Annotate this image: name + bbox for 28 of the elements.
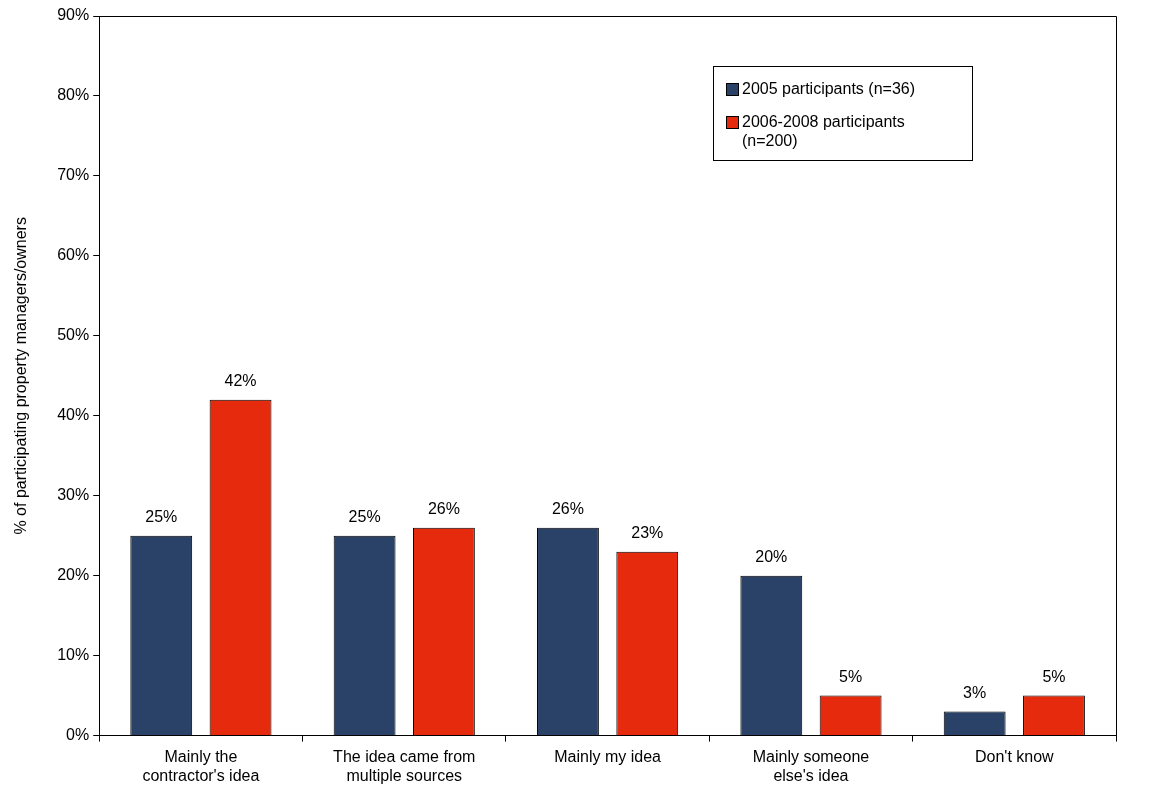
y-tick-label: 50% [57,326,90,344]
x-tick-label: The idea came from multiple sources [333,747,476,784]
data-label: 23% [631,524,664,542]
y-tick-label: 20% [57,566,90,584]
y-tick-label: 80% [57,86,90,104]
data-label: 5% [1042,668,1066,686]
x-tick-label: Mainly someone else's idea [752,747,870,784]
legend-label: 2005 participants (n=36) [742,79,915,98]
y-axis-title: % of participating property managers/owners [12,217,30,535]
y-tick-label: 40% [57,406,90,424]
y-tick-label: 0% [66,726,90,744]
data-label: 26% [427,500,460,518]
data-label: 42% [224,372,257,390]
x-tick-label: Don't know [974,747,1055,765]
data-label: 3% [963,684,987,702]
x-tick-label: Mainly the contractor's idea [142,747,260,784]
data-label: 26% [551,500,584,518]
legend-label: 2006-2008 participants (n=200) [742,112,906,150]
y-tick-label: 10% [57,646,90,664]
x-tick-label: Mainly my idea [554,747,662,765]
y-tick-label: 60% [57,246,90,264]
y-tick-label: 70% [57,166,90,184]
data-label: 20% [755,548,788,566]
y-tick-label: 30% [57,486,90,504]
y-tick-label: 90% [57,6,90,24]
data-label: 25% [145,508,178,526]
data-label: 5% [839,668,863,686]
data-label: 25% [348,508,381,526]
